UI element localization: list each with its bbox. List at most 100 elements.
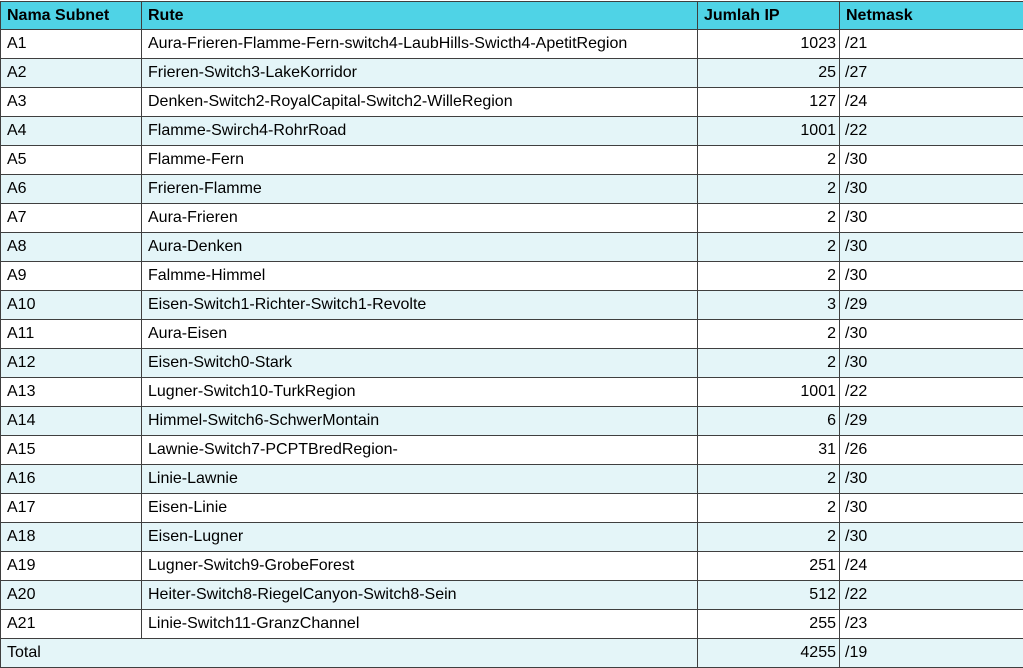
netmask-cell: /24 [840, 88, 1023, 117]
subnet-cell: A1 [1, 30, 142, 59]
netmask-cell: /30 [840, 523, 1023, 552]
netmask-cell: /26 [840, 436, 1023, 465]
route-cell: Frieren-Flamme [142, 175, 698, 204]
header-nama-subnet: Nama Subnet [1, 2, 142, 30]
route-cell: Frieren-Switch3-LakeKorridor [142, 59, 698, 88]
netmask-cell: /30 [840, 146, 1023, 175]
subnet-cell: A4 [1, 117, 142, 146]
netmask-cell: /30 [840, 262, 1023, 291]
ip-count-cell: 127 [698, 88, 840, 117]
ip-count-cell: 2 [698, 320, 840, 349]
ip-count-cell: 2 [698, 494, 840, 523]
subnet-cell: A2 [1, 59, 142, 88]
subnet-cell: A16 [1, 465, 142, 494]
ip-count-cell: 1001 [698, 117, 840, 146]
route-cell: Falmme-Himmel [142, 262, 698, 291]
ip-count-cell: 2 [698, 204, 840, 233]
route-cell: Aura-Frieren [142, 204, 698, 233]
ip-count-cell: 2 [698, 262, 840, 291]
ip-count-cell: 31 [698, 436, 840, 465]
header-netmask: Netmask [840, 2, 1023, 30]
route-cell: Flamme-Swirch4-RohrRoad [142, 117, 698, 146]
netmask-cell: /27 [840, 59, 1023, 88]
route-cell: Aura-Eisen [142, 320, 698, 349]
ip-count-cell: 2 [698, 146, 840, 175]
netmask-cell: /23 [840, 610, 1023, 639]
header-rute: Rute [142, 2, 698, 30]
subnet-cell: A12 [1, 349, 142, 378]
netmask-cell: /22 [840, 378, 1023, 407]
subnet-cell: A15 [1, 436, 142, 465]
ip-count-cell: 512 [698, 581, 840, 610]
header-jumlah-ip: Jumlah IP [698, 2, 840, 30]
ip-count-cell: 1001 [698, 378, 840, 407]
total-blank-cell [142, 639, 698, 668]
subnet-cell: A9 [1, 262, 142, 291]
ip-count-cell: 2 [698, 523, 840, 552]
route-cell: Eisen-Switch1-Richter-Switch1-Revolte [142, 291, 698, 320]
netmask-cell: /22 [840, 581, 1023, 610]
ip-count-cell: 25 [698, 59, 840, 88]
route-cell: Aura-Frieren-Flamme-Fern-switch4-LaubHil… [142, 30, 698, 59]
route-cell: Linie-Switch11-GranzChannel [142, 610, 698, 639]
ip-count-cell: 2 [698, 175, 840, 204]
netmask-cell: /30 [840, 233, 1023, 262]
netmask-cell: /30 [840, 465, 1023, 494]
netmask-cell: /30 [840, 204, 1023, 233]
subnet-cell: A8 [1, 233, 142, 262]
route-cell: Linie-Lawnie [142, 465, 698, 494]
total-row: Total 4255 /19 [1, 639, 1023, 668]
route-cell: Himmel-Switch6-SchwerMontain [142, 407, 698, 436]
subnet-cell: A13 [1, 378, 142, 407]
subnet-cell: A14 [1, 407, 142, 436]
subnet-cell: A19 [1, 552, 142, 581]
netmask-cell: /29 [840, 291, 1023, 320]
route-cell: Denken-Switch2-RoyalCapital-Switch2-Will… [142, 88, 698, 117]
ip-count-cell: 251 [698, 552, 840, 581]
route-cell: Eisen-Switch0-Stark [142, 349, 698, 378]
netmask-cell: /29 [840, 407, 1023, 436]
subnet-cell: A5 [1, 146, 142, 175]
subnet-cell: A21 [1, 610, 142, 639]
ip-count-cell: 2 [698, 465, 840, 494]
netmask-cell: /24 [840, 552, 1023, 581]
route-cell: Eisen-Lugner [142, 523, 698, 552]
route-cell: Lawnie-Switch7-PCPTBredRegion- [142, 436, 698, 465]
ip-count-cell: 3 [698, 291, 840, 320]
ip-count-cell: 2 [698, 233, 840, 262]
subnet-cell: A3 [1, 88, 142, 117]
netmask-cell: /21 [840, 30, 1023, 59]
total-ip: 4255 [698, 639, 840, 668]
ip-count-cell: 6 [698, 407, 840, 436]
subnet-cell: A17 [1, 494, 142, 523]
ip-count-cell: 2 [698, 349, 840, 378]
route-cell: Flamme-Fern [142, 146, 698, 175]
route-cell: Heiter-Switch8-RiegelCanyon-Switch8-Sein [142, 581, 698, 610]
route-cell: Lugner-Switch10-TurkRegion [142, 378, 698, 407]
netmask-cell: /30 [840, 175, 1023, 204]
subnet-cell: A10 [1, 291, 142, 320]
total-label: Total [1, 639, 142, 668]
netmask-cell: /30 [840, 320, 1023, 349]
route-cell: Lugner-Switch9-GrobeForest [142, 552, 698, 581]
header-row: Nama Subnet Rute Jumlah IP Netmask [1, 2, 1023, 30]
